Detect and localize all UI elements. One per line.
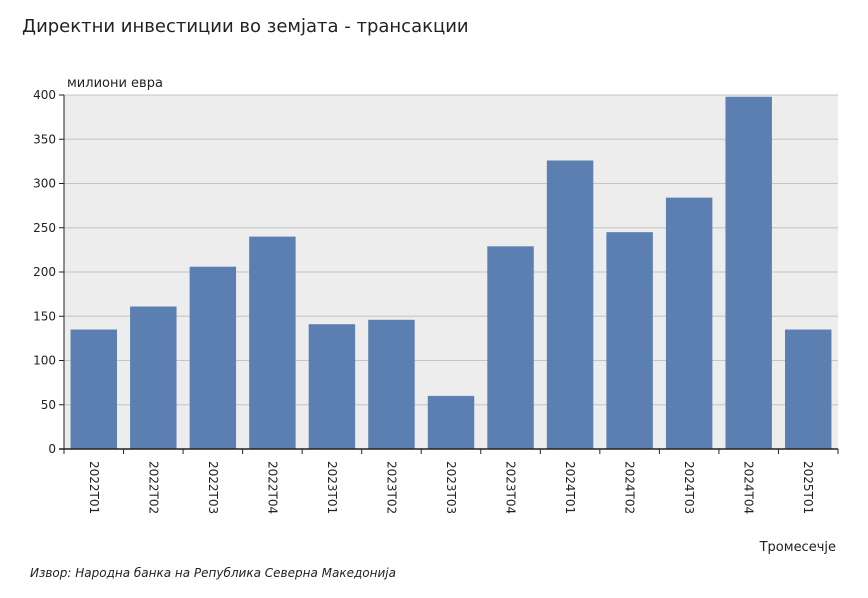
y-tick-label: 250: [33, 221, 56, 235]
x-tick-label: 2022Т02: [146, 461, 160, 514]
y-tick-label: 200: [33, 265, 56, 279]
bar-2023Т04: [487, 246, 534, 449]
y-tick-label: 100: [33, 354, 56, 368]
bar-2022Т01: [70, 329, 117, 449]
bar-2023Т01: [308, 324, 356, 449]
y-tick-label: 50: [41, 398, 56, 412]
x-tick-label: 2025Т01: [801, 461, 815, 514]
y-tick-label: 300: [33, 177, 56, 191]
x-tick-label: 2024Т04: [742, 461, 756, 514]
y-tick-label: 400: [33, 88, 56, 102]
bar-2023Т02: [368, 319, 415, 449]
x-tick-label: 2024Т01: [563, 461, 577, 514]
x-tick-label: 2022Т01: [87, 461, 101, 514]
x-tick-label: 2024Т02: [623, 461, 637, 514]
bar-2024Т04: [725, 96, 772, 450]
bar-2022Т04: [249, 236, 296, 449]
x-tick-label: 2023Т01: [325, 461, 339, 514]
bar-2024Т01: [546, 160, 594, 450]
y-tick-label: 0: [48, 442, 56, 456]
bar-2023Т03: [427, 395, 475, 449]
bar-2024Т02: [606, 232, 653, 449]
x-tick-label: 2022Т04: [265, 461, 279, 514]
bar-2022Т02: [130, 306, 177, 449]
x-tick-label: 2022Т03: [206, 461, 220, 514]
x-tick-label: 2024Т03: [682, 461, 696, 514]
x-tick-label: 2023Т03: [444, 461, 458, 514]
y-axis-label: милиони евра: [67, 76, 163, 91]
chart-title: Директни инвестиции во земјата - трансак…: [22, 16, 469, 37]
x-tick-label: 2023Т02: [384, 461, 398, 514]
bar-2022Т03: [189, 266, 237, 449]
x-tick-label: 2023Т04: [504, 461, 518, 514]
y-tick-label: 150: [33, 309, 56, 323]
bar-2025Т01: [785, 329, 832, 449]
source-note: Извор: Народна банка на Република Северн…: [30, 566, 396, 580]
x-axis-label: Тромесечје: [759, 540, 836, 555]
bar-2024Т03: [665, 197, 713, 449]
y-tick-label: 350: [33, 132, 56, 146]
